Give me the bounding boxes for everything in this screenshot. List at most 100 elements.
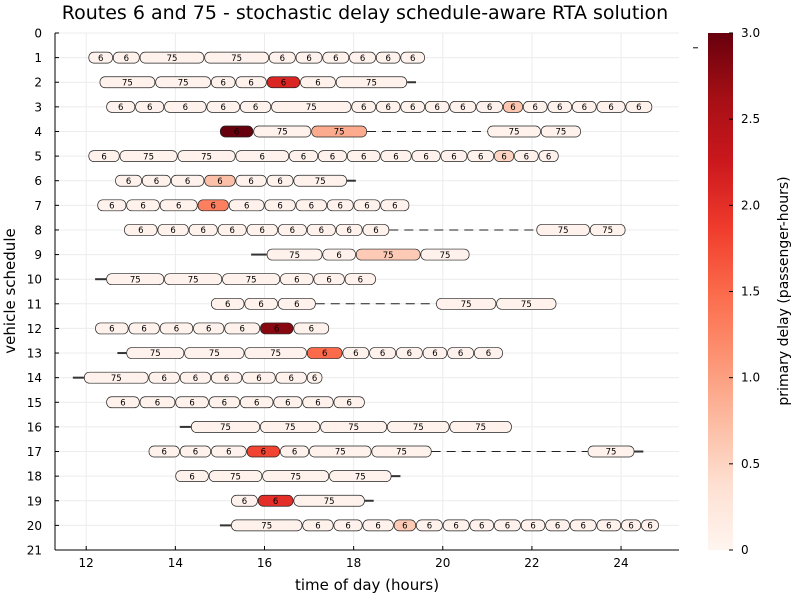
trip-route-label: 6 [292, 448, 297, 458]
trip-route-label: 6 [361, 103, 366, 113]
y-tick-label: 13 [27, 347, 42, 361]
trip-bar [217, 224, 247, 236]
trip-bar [449, 421, 512, 433]
x-tick-label: 14 [168, 556, 183, 570]
trip-bar [240, 101, 272, 113]
trip-bar [326, 199, 354, 212]
trip-bar [106, 396, 140, 409]
trip-route-label: 6 [326, 275, 331, 285]
trip-bar [449, 101, 477, 113]
trip-route-label: 75 [230, 472, 241, 482]
trip-bar [355, 248, 421, 261]
trip-route-label: 75 [396, 448, 407, 458]
trip-route-label: 6 [260, 226, 265, 236]
trip-route-label: 6 [460, 103, 465, 113]
trip-bar [396, 347, 423, 359]
trip-bar [293, 494, 365, 507]
trip-route-label: 6 [234, 128, 239, 138]
trip-route-label: 6 [501, 152, 506, 162]
trip-bar [231, 494, 258, 507]
trip-route-label: 6 [211, 202, 216, 212]
trip-route-label: 6 [453, 522, 458, 532]
trip-bar [190, 421, 260, 433]
trip-route-label: 6 [254, 398, 259, 408]
trip-route-label: 6 [336, 251, 341, 261]
trip-bar [306, 371, 323, 384]
trip-bar [211, 445, 247, 458]
y-tick-label: 21 [27, 544, 42, 558]
trip-route-label: 75 [335, 448, 346, 458]
trip-bar [293, 174, 347, 187]
trip-bar [474, 347, 503, 359]
trip-route-label: 75 [475, 423, 486, 433]
y-tick-label: 18 [27, 470, 42, 484]
trip-bar [333, 396, 365, 409]
trip-bar [208, 470, 263, 482]
trip-route-label: 75 [270, 349, 281, 359]
trip-bar [204, 174, 236, 187]
y-tick-label: 3 [34, 100, 42, 114]
y-tick-label: 17 [27, 445, 42, 459]
trip-bar [313, 273, 345, 286]
trip-route-label: 6 [224, 374, 229, 384]
trip-bar [335, 224, 363, 236]
trip-bar [242, 371, 276, 384]
trip-bar [164, 101, 207, 113]
trip-bar [496, 297, 557, 310]
trip-bar [273, 396, 303, 409]
trip-route-label: 75 [220, 423, 231, 433]
trip-bar [411, 150, 441, 162]
trip-bar [139, 396, 176, 409]
trip-bar [88, 51, 113, 64]
y-tick-label: 16 [27, 420, 42, 434]
trip-bar [362, 224, 390, 236]
trip-route-label: 6 [458, 349, 463, 359]
y-tick-label: 0 [34, 27, 42, 41]
trip-route-label: 6 [154, 177, 159, 187]
trip-bar [266, 76, 301, 89]
trip-route-label: 6 [647, 522, 652, 532]
trip-route-label: 75 [188, 275, 199, 285]
trip-route-label: 75 [261, 522, 272, 532]
trip-bar [106, 273, 165, 286]
trip-route-label: 6 [333, 54, 338, 64]
trip-bar [469, 519, 494, 532]
trip-bar [545, 519, 570, 532]
trip-bar [536, 224, 590, 236]
trip-route-label: 6 [221, 103, 226, 113]
trip-bar [393, 519, 416, 532]
trip-route-label: 6 [248, 177, 253, 187]
trip-route-label: 75 [413, 423, 424, 433]
trip-bar [159, 199, 198, 212]
trip-route-label: 6 [256, 374, 261, 384]
trip-bar [197, 199, 229, 212]
trip-bar [400, 101, 425, 113]
trip-route-label: 6 [120, 398, 125, 408]
trip-route-label: 6 [174, 325, 179, 335]
trip-bar [260, 421, 321, 433]
trip-route-label: 6 [423, 152, 428, 162]
trip-route-label: 6 [322, 349, 327, 359]
trip-bar [235, 76, 267, 89]
trip-route-label: 75 [602, 226, 613, 236]
trip-route-label: 75 [440, 251, 451, 261]
trip-bar [311, 125, 367, 138]
trip-bar [260, 322, 294, 335]
trip-bar [538, 150, 559, 162]
trip-bar [262, 470, 330, 482]
trip-bar [177, 150, 236, 162]
trip-route-label: 6 [510, 103, 515, 113]
trip-route-label: 75 [231, 54, 242, 64]
trip-bar [175, 396, 209, 409]
trip-route-label: 6 [206, 325, 211, 335]
trip-route-label: 6 [346, 398, 351, 408]
trip-route-label: 75 [509, 128, 520, 138]
trip-route-label: 6 [248, 78, 253, 88]
trip-bar [306, 224, 336, 236]
trip-bar [346, 150, 381, 162]
trip-route-label: 6 [407, 349, 412, 359]
trip-bar [641, 519, 659, 532]
trip-route-label: 6 [277, 202, 282, 212]
chart-title: Routes 6 and 75 - stochastic delay sched… [62, 2, 668, 24]
trip-route-label: 6 [309, 325, 314, 335]
